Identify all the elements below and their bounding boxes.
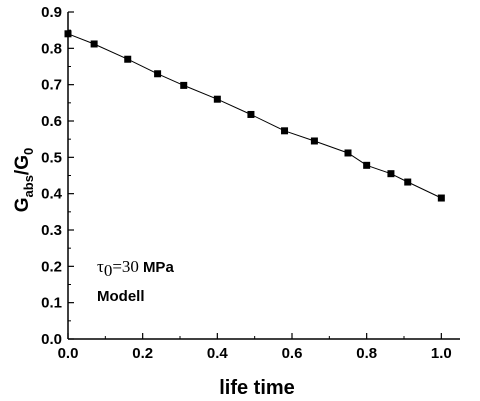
y-tick-label: 0.4 [41,186,63,203]
data-point [90,40,98,48]
x-axis-ticks: 0.0 0.2 0.4 0.6 0.8 1.0 [58,333,452,362]
data-point [437,194,445,202]
x-tick-label: 0.0 [58,345,79,362]
x-tick-label: 0.8 [356,345,377,362]
y-axis-title-main: G [12,197,33,212]
y-axis-title-sub2: 0 [21,148,36,155]
annotation-model: Modell [97,288,145,305]
data-point [363,161,371,169]
data-point [124,55,132,63]
y-axis-title: Gabs/G0 [12,148,36,212]
data-point [404,178,412,186]
y-axis-title-sub1: abs [21,175,36,197]
y-tick-label: 0.9 [41,4,62,21]
data-point [387,170,395,178]
y-tick-label: 0.8 [41,40,62,57]
x-axis-title: life time [219,377,295,399]
x-tick-label: 0.2 [132,345,153,362]
data-point [64,30,72,38]
x-tick-label: 0.4 [207,345,229,362]
y-axis-title-sep: /G [12,155,33,175]
data-point [154,70,162,78]
annotation-tau-value: =30 [112,257,139,276]
data-point [310,137,318,145]
series-line [67,33,442,199]
y-tick-label: 0.6 [41,113,62,130]
data-point [344,149,352,157]
y-axis-ticks: 0.0 0.1 0.2 0.3 0.4 0.5 0.6 0.7 0.8 0.9 [41,4,74,348]
annotation-tau-sub: 0 [104,261,113,280]
data-point [180,81,188,89]
annotation-tau-unit: MPa [143,259,175,276]
y-tick-label: 0.0 [41,331,62,348]
x-tick-label: 0.6 [282,345,303,362]
y-tick-label: 0.3 [41,222,62,239]
x-tick-label: 1.0 [431,345,452,362]
y-tick-label: 0.5 [41,149,62,166]
data-point [247,110,255,118]
annotation-stress: τ0=30 MPa [97,257,174,280]
y-tick-label: 0.1 [41,295,62,312]
series [64,30,445,202]
y-tick-label: 0.2 [41,258,62,275]
data-point [281,127,289,135]
annotation-tau: τ [97,257,104,276]
y-tick-label: 0.7 [41,77,62,94]
data-point [213,95,221,103]
